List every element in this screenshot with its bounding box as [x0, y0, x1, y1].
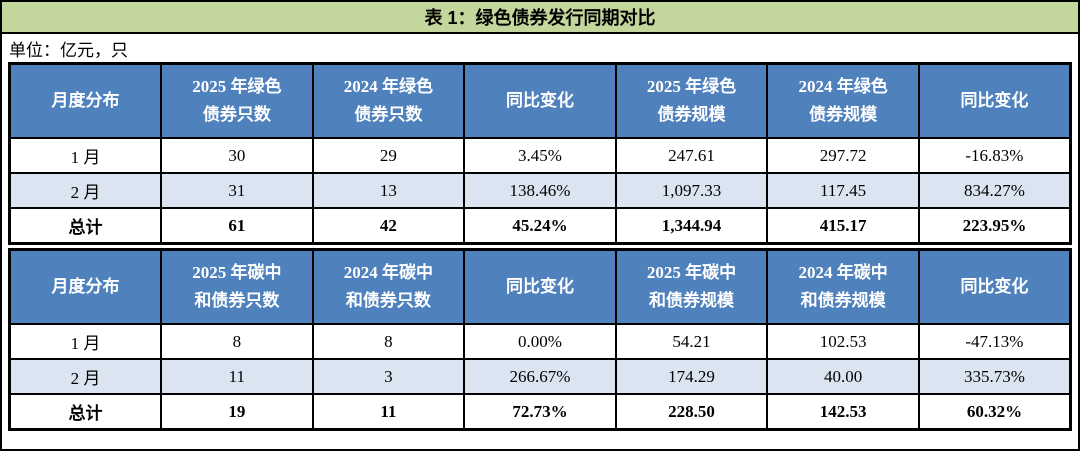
green-bond-table: 月度分布 2025 年绿色 债券只数 2024 年绿色 债券只数 同比变化 2025 年… — [8, 62, 1072, 245]
table-cell: 11 — [160, 358, 314, 395]
table-cell: 247.61 — [614, 137, 769, 174]
header-cell: 月度分布 — [8, 248, 163, 325]
header-row: 月度分布 2025 年碳中 和债券只数 2024 年碳中 和债券只数 同比变化 2025… — [8, 248, 1072, 325]
header-cell: 2024 年碳中 和债券只数 — [311, 248, 466, 325]
header-row: 月度分布 2025 年绿色 债券只数 2024 年绿色 债券只数 同比变化 2025 年… — [8, 62, 1072, 139]
table-cell: 8 — [311, 323, 466, 360]
table-row: 1 月 30 29 3.45% 247.61 297.72 -16.83% — [8, 137, 1072, 174]
header-cell: 2024 年绿色 债券只数 — [311, 62, 466, 139]
table-cell: 19 — [160, 393, 314, 431]
table-cell: 40.00 — [766, 358, 920, 395]
row-label-cell: 总计 — [8, 393, 163, 431]
header-cell: 2025 年碳中 和债券规模 — [614, 248, 769, 325]
table-title: 表 1：绿色债券发行同期对比 — [424, 8, 656, 28]
row-label-cell: 2 月 — [8, 172, 163, 209]
table-cell: 117.45 — [766, 172, 920, 209]
table-cell: 174.29 — [614, 358, 769, 395]
table-cell: 8 — [160, 323, 314, 360]
table-cell: 228.50 — [614, 393, 769, 431]
table-cell: 142.53 — [766, 393, 920, 431]
table-cell: 834.27% — [917, 172, 1072, 209]
unit-note: 单位：亿元，只 — [9, 40, 128, 60]
table-cell: 102.53 — [766, 323, 920, 360]
row-label-cell: 2 月 — [8, 358, 163, 395]
table-cell: -47.13% — [917, 323, 1072, 360]
table-cell: 1,344.94 — [614, 207, 769, 245]
table-cell: 45.24% — [463, 207, 617, 245]
table-row: 1 月 8 8 0.00% 54.21 102.53 -47.13% — [8, 323, 1072, 360]
table-cell: 13 — [311, 172, 466, 209]
table-row: 2 月 11 3 266.67% 174.29 40.00 335.73% — [8, 358, 1072, 395]
table-cell: 266.67% — [463, 358, 617, 395]
table-cell: 223.95% — [917, 207, 1072, 245]
header-cell: 月度分布 — [8, 62, 163, 139]
header-cell: 同比变化 — [917, 62, 1072, 139]
carbon-neutral-bond-table: 月度分布 2025 年碳中 和债券只数 2024 年碳中 和债券只数 同比变化 2025… — [8, 248, 1072, 431]
table-row: 总计 19 11 72.73% 228.50 142.53 60.32% — [8, 393, 1072, 431]
header-cell: 同比变化 — [917, 248, 1072, 325]
header-cell: 2025 年绿色 债券只数 — [160, 62, 314, 139]
header-cell: 同比变化 — [463, 248, 617, 325]
table-cell: 31 — [160, 172, 314, 209]
table-cell: 1,097.33 — [614, 172, 769, 209]
table-row: 2 月 31 13 138.46% 1,097.33 117.45 834.27% — [8, 172, 1072, 209]
table-cell: 415.17 — [766, 207, 920, 245]
header-cell: 同比变化 — [463, 62, 617, 139]
table-cell: 297.72 — [766, 137, 920, 174]
table-cell: 42 — [311, 207, 466, 245]
table-cell: 3.45% — [463, 137, 617, 174]
table-title-bar: 表 1：绿色债券发行同期对比 — [2, 2, 1078, 34]
table-cell: 54.21 — [614, 323, 769, 360]
table-cell: 3 — [311, 358, 466, 395]
table-cell: -16.83% — [917, 137, 1072, 174]
table-cell: 29 — [311, 137, 466, 174]
table-cell: 335.73% — [917, 358, 1072, 395]
carbon-neutral-table-body: 1 月 8 8 0.00% 54.21 102.53 -47.13% 2 月 11 3 266.67… — [8, 323, 1072, 431]
table-row: 总计 61 42 45.24% 1,344.94 415.17 223.95% — [8, 207, 1072, 245]
table-cell: 138.46% — [463, 172, 617, 209]
green-bond-table-body: 1 月 30 29 3.45% 247.61 297.72 -16.83% 2 月 31 13 13… — [8, 137, 1072, 245]
table-cell: 61 — [160, 207, 314, 245]
table-cell: 60.32% — [917, 393, 1072, 431]
row-label-cell: 1 月 — [8, 323, 163, 360]
header-cell: 2025 年碳中 和债券只数 — [160, 248, 314, 325]
header-cell: 2024 年绿色 债券规模 — [766, 62, 920, 139]
table-cell: 0.00% — [463, 323, 617, 360]
table-cell: 30 — [160, 137, 314, 174]
header-cell: 2024 年碳中 和债券规模 — [766, 248, 920, 325]
header-cell: 2025 年绿色 债券规模 — [614, 62, 769, 139]
row-label-cell: 总计 — [8, 207, 163, 245]
table-cell: 72.73% — [463, 393, 617, 431]
table-cell: 11 — [311, 393, 466, 431]
green-bond-table-header: 月度分布 2025 年绿色 债券只数 2024 年绿色 债券只数 同比变化 2025 年… — [8, 62, 1072, 139]
carbon-neutral-table-header: 月度分布 2025 年碳中 和债券只数 2024 年碳中 和债券只数 同比变化 2025… — [8, 248, 1072, 325]
row-label-cell: 1 月 — [8, 137, 163, 174]
